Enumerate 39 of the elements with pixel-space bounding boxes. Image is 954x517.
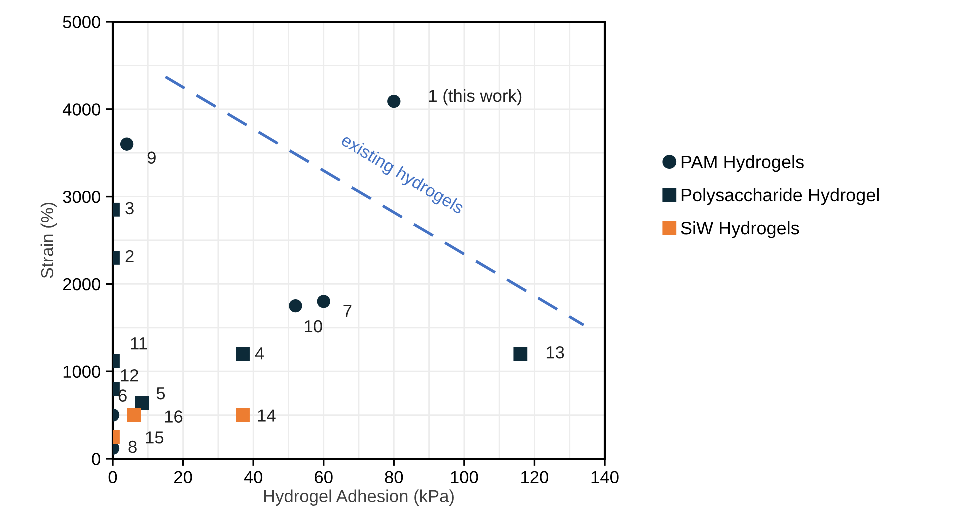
x-tick-label: 100 (451, 471, 478, 484)
point (388, 94, 401, 108)
legend-label: Polysaccharide Hydrogel (682, 188, 879, 206)
y-tick-label: 4000 (62, 104, 101, 116)
annotation: 3 (126, 202, 134, 215)
point (289, 299, 302, 313)
point (236, 408, 250, 422)
x-tick-label: 40 (244, 471, 263, 484)
y-axis-title: Strain (%) (40, 202, 58, 278)
annotation: 16 (165, 410, 183, 423)
annotation: 6 (118, 390, 127, 402)
legend-label: PAM Hydrogels (682, 155, 804, 172)
annotation: 15 (146, 432, 164, 444)
x-tick-label: 0 (108, 471, 118, 484)
annotation: 7 (344, 305, 352, 318)
x-tick-label: 60 (315, 471, 333, 484)
x-axis-title: Hydrogel Adhesion (kPa) (264, 490, 454, 506)
x-tick-label: 80 (385, 471, 404, 484)
y-tick-label: 2000 (63, 278, 101, 291)
x-tick-label: 140 (592, 471, 619, 484)
point (317, 295, 330, 308)
annotation: 8 (128, 440, 137, 454)
y-tick-label: 1000 (64, 366, 101, 378)
annotation: 13 (546, 346, 564, 359)
annotation: 10 (305, 320, 322, 333)
annotation: 12 (121, 369, 138, 382)
legend-label: SiW Hydrogels (681, 221, 800, 238)
annotation: 4 (255, 348, 264, 360)
annotation: 2 (126, 250, 134, 262)
y-tick-label: 5000 (63, 16, 101, 28)
x-tick-label: 20 (174, 471, 192, 484)
annotation: 9 (148, 152, 156, 164)
x-tick-label: 120 (522, 471, 549, 484)
annotation: 1 (this work) (429, 89, 522, 106)
annotation: 11 (131, 338, 148, 350)
y-tick-label: 0 (92, 453, 101, 466)
annotation: 5 (156, 388, 166, 400)
y-tick-label: 3000 (63, 190, 101, 204)
annotation: 14 (258, 410, 276, 422)
